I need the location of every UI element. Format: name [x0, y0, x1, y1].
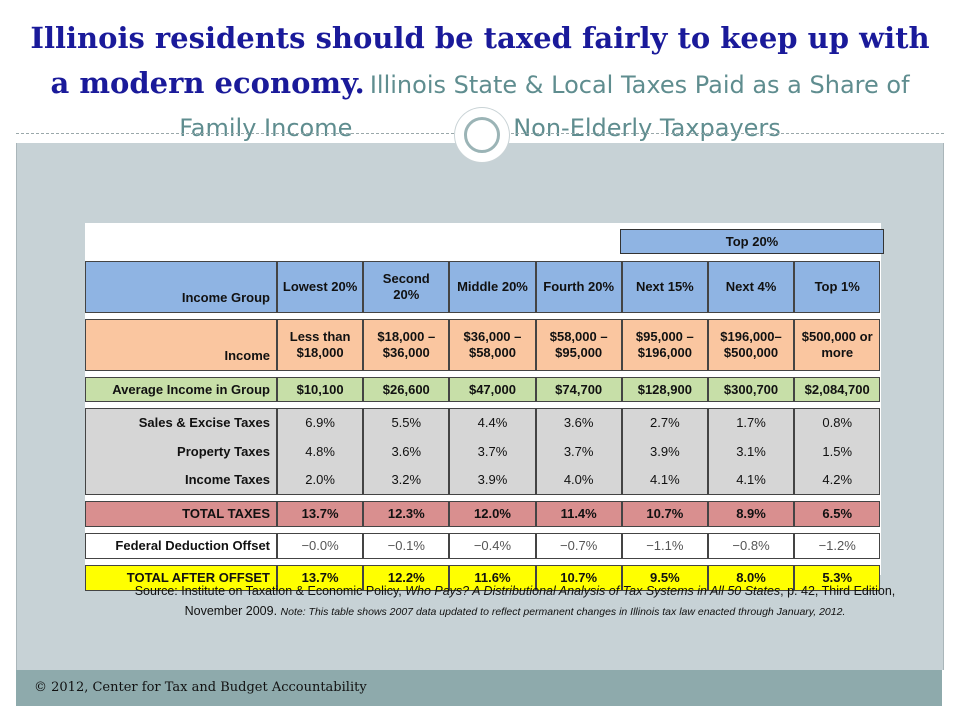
table-cell: 3.9% — [449, 466, 536, 495]
table-cell: 6.5% — [794, 501, 881, 527]
table-cell: $95,000 – $196,000 — [621, 319, 708, 371]
table-cell: 0.8% — [794, 408, 881, 437]
offset-row: Federal Deduction Offset −0.0% −0.1% −0.4% −… — [85, 533, 881, 559]
table-cell: 12.3% — [363, 501, 450, 527]
row-label: Income Taxes — [85, 466, 277, 495]
table-cell: 5.5% — [363, 408, 450, 437]
table-cell: Next 15% — [621, 261, 708, 313]
table-cell: $196,000– $500,000 — [707, 319, 795, 371]
table-cell: 3.9% — [621, 437, 708, 466]
table-cell: Middle 20% — [449, 261, 536, 313]
table-cell: 2.0% — [277, 466, 364, 495]
table-cell: 1.7% — [707, 408, 795, 437]
table-cell: 3.6% — [363, 437, 450, 466]
row-label: Federal Deduction Offset — [85, 533, 277, 559]
table-cell: 13.7% — [277, 565, 364, 591]
table-cell: 13.7% — [277, 501, 364, 527]
table-cell: $128,900 — [621, 377, 708, 402]
table-cell: $26,600 — [363, 377, 450, 402]
row-label: Sales & Excise Taxes — [85, 408, 277, 437]
table-cell: 3.7% — [535, 437, 622, 466]
table-cell: Next 4% — [707, 261, 795, 313]
table-cell: Less than $18,000 — [277, 319, 364, 371]
table-cell: 6.9% — [277, 408, 364, 437]
total-after-row: TOTAL AFTER OFFSET 13.7% 12.2% 11.6% 10.7% 9.… — [85, 565, 881, 591]
table-cell: −0.1% — [363, 533, 450, 559]
footer-bar: © 2012, Center for Tax and Budget Accoun… — [16, 670, 942, 706]
table-cell: 3.7% — [449, 437, 536, 466]
table-cell: 8.0% — [707, 565, 795, 591]
table-cell: Fourth 20% — [535, 261, 622, 313]
table-cell: 4.2% — [794, 466, 881, 495]
table-cell: 10.7% — [621, 501, 708, 527]
source-suffix: , p. 42, Third Edition, — [780, 584, 896, 598]
source-note: Note: This table shows 2007 data updated… — [280, 606, 846, 618]
header-row: Income Group Lowest 20% Second 20% Middle 2… — [85, 261, 881, 313]
table-cell: $10,100 — [277, 377, 364, 402]
table-cell: 3.1% — [707, 437, 795, 466]
top20-header: Top 20% — [620, 229, 884, 254]
table-cell: 11.6% — [449, 565, 536, 591]
row-label: TOTAL AFTER OFFSET — [85, 565, 277, 591]
table-cell: Second 20% — [363, 261, 450, 313]
table-cell: 10.7% — [535, 565, 622, 591]
slide-title: Illinois residents should be taxed fairl… — [20, 18, 940, 151]
table-cell: 12.2% — [363, 565, 450, 591]
table-cell: −1.2% — [794, 533, 881, 559]
row-label: Income — [85, 319, 277, 371]
table-cell: 3.2% — [363, 466, 450, 495]
table-cell: $36,000 – $58,000 — [449, 319, 536, 371]
source-date: November 2009. — [184, 604, 278, 618]
content-area: Top 20% Income Group Lowest 20% Second 20%… — [16, 143, 944, 670]
title-sub-1: Illinois State & Local Taxes Paid as a S… — [179, 71, 910, 142]
ring-ornament-icon — [455, 108, 509, 162]
table-cell: $47,000 — [449, 377, 536, 402]
source-citation: Source: Institute on Taxation & Economic… — [85, 581, 945, 622]
income-tax-row: Income Taxes 2.0% 3.2% 3.9% 4.0% 4.1% 4.1% 4.2% — [85, 466, 881, 495]
table-cell: $74,700 — [535, 377, 622, 402]
table-cell: −1.1% — [621, 533, 708, 559]
table-cell: −0.8% — [707, 533, 795, 559]
table-cell: −0.0% — [277, 533, 364, 559]
table-cell: 5.3% — [794, 565, 881, 591]
property-tax-row: Property Taxes 4.8% 3.6% 3.7% 3.7% 3.9% 3.1% 1.… — [85, 437, 881, 466]
table-cell: 12.0% — [449, 501, 536, 527]
total-taxes-row: TOTAL TAXES 13.7% 12.3% 12.0% 11.4% 10.7% 8.9%… — [85, 501, 881, 527]
table-cell: 4.1% — [621, 466, 708, 495]
table-cell: $300,700 — [707, 377, 795, 402]
footer-copyright: © 2012, Center for Tax and Budget Accoun… — [34, 680, 367, 695]
table-cell: $2,084,700 — [794, 377, 881, 402]
title-bold: Illinois residents should be taxed fairl… — [30, 21, 930, 100]
source-title: Who Pays? A Distributional Analysis of T… — [405, 584, 781, 598]
sales-tax-row: Sales & Excise Taxes 6.9% 5.5% 4.4% 3.6% 2.7%… — [85, 408, 881, 437]
avg-income-row: Average Income in Group $10,100 $26,600 $47… — [85, 377, 881, 402]
table-cell: 3.6% — [535, 408, 622, 437]
title-sub-2: for Non-Elderly Taxpayers — [472, 114, 781, 142]
table-cell: Top 1% — [794, 261, 881, 313]
tax-table: Top 20% Income Group Lowest 20% Second 20%… — [85, 229, 884, 591]
table-cell: 1.5% — [794, 437, 881, 466]
table-cell: 4.1% — [707, 466, 795, 495]
table-cell: 4.8% — [277, 437, 364, 466]
table-cell: 4.0% — [535, 466, 622, 495]
source-prefix: Source: Institute on Taxation & Economic… — [134, 584, 406, 598]
table-cell: −0.7% — [535, 533, 622, 559]
table-cell: −0.4% — [449, 533, 536, 559]
table-cell: 9.5% — [621, 565, 708, 591]
row-label: Property Taxes — [85, 437, 277, 466]
row-label: Income Group — [85, 261, 277, 313]
table-cell: 4.4% — [449, 408, 536, 437]
income-row: Income Less than $18,000 $18,000 – $36,000… — [85, 319, 881, 371]
tax-table-card: Top 20% Income Group Lowest 20% Second 20%… — [85, 223, 884, 591]
table-cell: Lowest 20% — [277, 261, 364, 313]
table-cell: 11.4% — [535, 501, 622, 527]
table-cell: 8.9% — [707, 501, 795, 527]
table-cell: $58,000 – $95,000 — [535, 319, 622, 371]
table-cell: $18,000 – $36,000 — [363, 319, 450, 371]
table-cell: 2.7% — [621, 408, 708, 437]
table-cell: $500,000 or more — [794, 319, 881, 371]
row-label: TOTAL TAXES — [85, 501, 277, 527]
row-label: Average Income in Group — [85, 377, 277, 402]
